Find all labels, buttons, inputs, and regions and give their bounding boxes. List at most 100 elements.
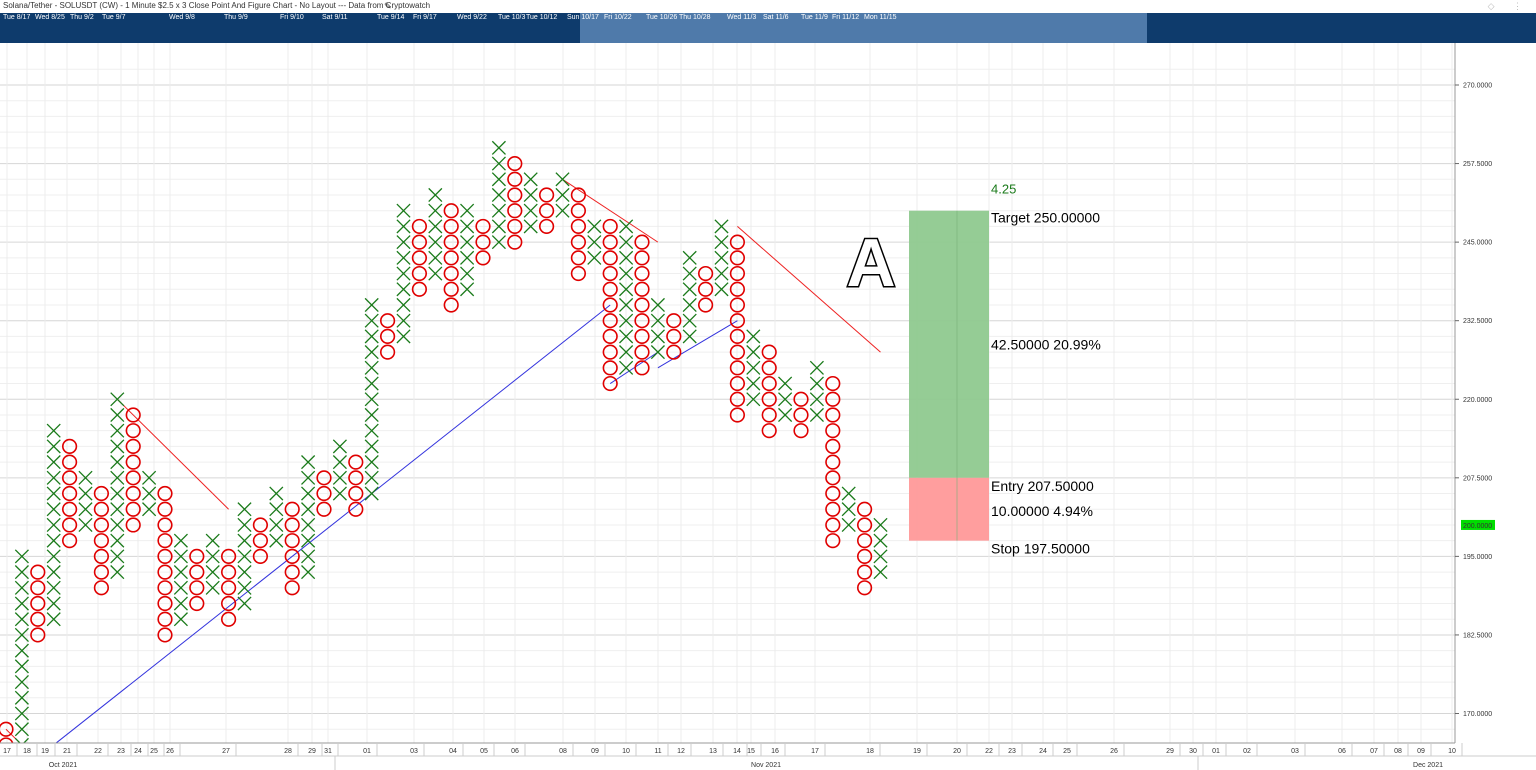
x-mark xyxy=(364,486,379,501)
x-mark xyxy=(587,235,602,250)
o-mark xyxy=(570,250,587,266)
chart-grid xyxy=(0,43,1455,743)
x-mark xyxy=(587,250,602,265)
x-mark xyxy=(491,203,506,218)
navigator-date-label: Wed 8/25 xyxy=(35,14,65,21)
x-mark xyxy=(778,376,793,391)
o-mark xyxy=(189,548,205,564)
month-label: Nov 2021 xyxy=(751,762,781,769)
o-mark xyxy=(157,548,173,564)
x-mark xyxy=(14,722,29,737)
o-mark xyxy=(0,721,14,737)
o-mark xyxy=(411,234,428,250)
x-mark xyxy=(110,392,125,407)
date-tick-label: 27 xyxy=(222,748,230,755)
x-mark xyxy=(396,266,411,281)
o-mark xyxy=(125,407,141,423)
x-mark xyxy=(46,423,61,438)
x-mark xyxy=(46,455,61,470)
o-mark xyxy=(666,328,682,345)
date-tick-label: 03 xyxy=(1291,748,1299,755)
x-mark xyxy=(14,627,29,642)
o-mark xyxy=(93,517,109,533)
x-mark xyxy=(301,455,316,470)
date-tick-label: 26 xyxy=(166,748,174,755)
x-mark xyxy=(110,455,125,470)
x-mark xyxy=(396,219,411,234)
o-mark xyxy=(284,517,300,533)
date-tick-label: 21 xyxy=(63,748,71,755)
date-tick-label: 01 xyxy=(363,748,371,755)
x-mark xyxy=(364,329,379,344)
window-controls[interactable]: ◇ ⋮ xyxy=(1487,1,1530,11)
o-mark xyxy=(284,533,300,549)
x-mark xyxy=(237,549,252,564)
o-mark xyxy=(443,297,459,313)
x-mark xyxy=(841,517,856,533)
time-navigator[interactable]: Tue 8/17 Wed 8/25 Thu 9/2 Tue 9/7 Wed 9/8 Thu… xyxy=(0,13,1536,43)
date-tick-label: 05 xyxy=(480,748,488,755)
o-mark xyxy=(61,517,78,533)
o-mark xyxy=(61,501,78,517)
o-mark xyxy=(602,281,618,297)
x-mark xyxy=(237,596,252,611)
price-tick-label: 245.0000 xyxy=(1463,240,1492,247)
x-mark xyxy=(396,297,411,313)
navigator-date-label: Tue 11/9 xyxy=(801,14,828,21)
x-mark xyxy=(14,659,29,674)
x-mark xyxy=(205,580,220,595)
x-mark xyxy=(523,219,538,234)
date-tick-label: 25 xyxy=(150,748,158,755)
o-mark xyxy=(570,203,587,219)
o-mark xyxy=(507,187,523,203)
o-mark xyxy=(316,470,332,486)
o-mark xyxy=(825,375,841,392)
o-mark xyxy=(761,423,777,439)
o-mark xyxy=(697,281,714,297)
x-mark xyxy=(396,250,411,265)
x-mark xyxy=(396,313,411,328)
o-mark xyxy=(93,580,109,596)
o-mark xyxy=(157,627,173,643)
x-mark xyxy=(269,486,284,501)
o-mark xyxy=(316,501,332,517)
x-mark xyxy=(14,596,29,611)
o-mark xyxy=(825,407,841,423)
date-tick-label: 16 xyxy=(771,748,779,755)
x-mark xyxy=(555,187,570,203)
o-mark xyxy=(93,564,109,580)
navigator-selection-window[interactable] xyxy=(580,13,1147,43)
x-mark xyxy=(873,517,888,533)
price-tick-label: 170.0000 xyxy=(1463,711,1492,718)
o-mark xyxy=(284,548,300,564)
x-mark xyxy=(364,345,379,360)
resistance-trend-line xyxy=(737,226,881,353)
o-mark xyxy=(93,501,109,517)
o-mark xyxy=(729,297,746,313)
pnf-chart[interactable]: 4.25 Target 250.00000 42.50000 20.99% Entry… xyxy=(0,43,1536,770)
navigator-date-label: Tue 9/14 xyxy=(377,14,405,21)
navigator-date-label: Tue 10/26 xyxy=(646,14,678,21)
pencil-icon[interactable]: ✎ xyxy=(384,1,392,11)
date-tick-label: 20 xyxy=(953,748,961,755)
date-tick-label: 31 xyxy=(324,748,332,755)
x-mark xyxy=(110,533,125,548)
o-mark xyxy=(125,517,141,533)
o-mark xyxy=(825,423,841,439)
o-mark xyxy=(252,548,268,564)
x-mark xyxy=(460,250,475,265)
x-mark xyxy=(746,329,761,344)
o-mark xyxy=(761,407,777,423)
chart-marks xyxy=(0,140,888,753)
risk-label: 10.00000 4.94% xyxy=(991,503,1093,519)
x-mark xyxy=(460,219,475,234)
x-mark xyxy=(460,282,475,297)
date-tick-label: 02 xyxy=(1243,748,1251,755)
o-mark xyxy=(93,485,109,502)
o-mark xyxy=(602,328,618,345)
x-mark xyxy=(237,502,252,517)
x-mark xyxy=(714,266,729,281)
o-mark xyxy=(221,564,237,580)
navigator-date-label: Tue 10/12 xyxy=(526,14,558,21)
o-mark xyxy=(697,265,714,282)
